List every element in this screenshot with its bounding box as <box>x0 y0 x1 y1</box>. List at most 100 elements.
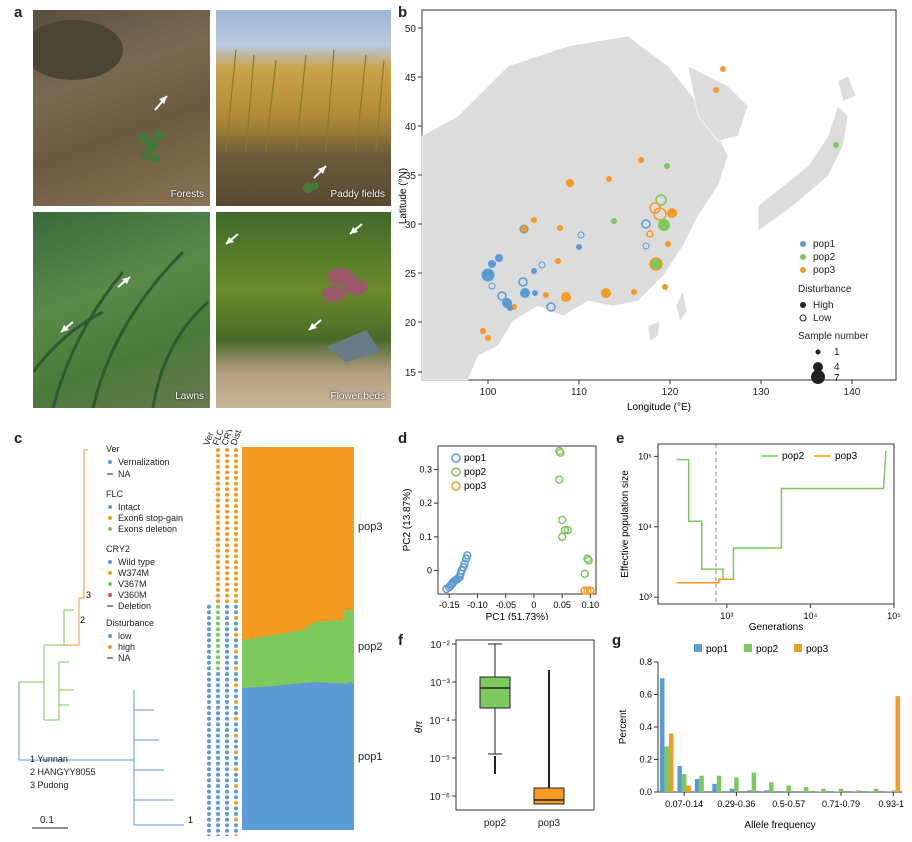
annotation-dot <box>216 683 220 688</box>
sample-point <box>480 328 486 334</box>
annotation-dot <box>216 576 220 581</box>
panel-label-g: g <box>612 632 622 649</box>
af-bar-pop1 <box>694 779 700 792</box>
photo-flower-beds: Flower beds <box>216 212 391 408</box>
annotation-dot <box>234 464 238 469</box>
annotation-dot <box>234 515 238 520</box>
annotation-dot <box>207 616 211 620</box>
annotation-dot <box>216 778 220 783</box>
annotation-dot <box>207 806 211 811</box>
annotation-dot <box>207 817 211 822</box>
annotation-dot <box>225 700 229 704</box>
sample-point <box>557 225 563 231</box>
annotation-dot <box>234 767 238 772</box>
af-ytick: 0.0 <box>639 787 652 797</box>
annotation-dot <box>207 705 211 710</box>
sample-point <box>497 291 507 301</box>
annotation-dot <box>216 470 220 475</box>
annotation-dot <box>216 554 220 559</box>
annotation-dot <box>207 716 211 721</box>
annotation-dot <box>216 660 220 665</box>
annotation-dot <box>234 688 238 693</box>
annotation-dot <box>234 700 238 704</box>
sample-point <box>532 290 538 296</box>
legend-flc-title: FLC <box>106 489 124 499</box>
annotation-dot <box>234 621 238 626</box>
annotation-dot <box>207 649 211 654</box>
map-xtick: 120 <box>662 387 679 398</box>
annotation-dot <box>225 509 229 514</box>
annotation-dot <box>234 756 238 760</box>
annotation-dot <box>216 632 220 637</box>
af-bar-pop3 <box>686 785 691 792</box>
annotation-dot <box>216 588 220 592</box>
annotation-dot <box>216 750 220 755</box>
legend-flc-2: Exons deletion <box>118 524 177 534</box>
annotation-dot <box>225 772 229 777</box>
photo-lawns: Lawns <box>33 212 210 408</box>
sample-point <box>631 289 637 295</box>
map-legend-sample-title: Sample number <box>798 331 869 342</box>
annotation-dot <box>225 778 229 783</box>
annotation-dot <box>216 532 220 536</box>
annotation-dot <box>207 688 211 693</box>
pca-point-pop1 <box>463 551 472 560</box>
legend-dist-0: low <box>118 631 132 641</box>
pca-ytick: 0.2 <box>419 498 432 508</box>
legend-ver-title: Ver <box>106 444 120 454</box>
annotation-dot <box>225 823 229 828</box>
annotation-dot <box>207 694 211 699</box>
panel-label-c: c <box>14 430 23 447</box>
sample-point <box>646 230 654 238</box>
af-ytick: 0.8 <box>639 657 652 667</box>
note-3: 3 Pudong <box>30 780 69 790</box>
map-ytick: 45 <box>405 73 417 84</box>
flower-bed-plants <box>225 223 381 362</box>
sample-point <box>485 335 491 341</box>
sample-point <box>495 254 503 262</box>
legend-marker-high <box>800 302 806 308</box>
annotation-dot <box>216 515 220 520</box>
annotation-dot <box>207 666 211 671</box>
annotation-dot <box>225 448 229 452</box>
af-xtick: 0.71-0.79 <box>822 799 860 809</box>
map-ytick: 35 <box>405 171 417 182</box>
ne-xtick: 10⁵ <box>887 611 901 621</box>
pop-label-pop2: pop2 <box>358 641 382 653</box>
af-bar-pop2 <box>751 772 757 792</box>
map-legend-pop3: pop3 <box>813 265 836 276</box>
annotation-dot <box>225 672 229 676</box>
annotation-dot <box>216 784 220 788</box>
map-ytick: 30 <box>405 220 417 231</box>
annotation-dot <box>234 722 238 727</box>
af-bar-pop1 <box>747 790 752 792</box>
annotation-dot <box>234 616 238 620</box>
annotation-dot <box>225 767 229 772</box>
pca-point-pop2 <box>557 532 567 542</box>
sample-point <box>641 219 651 229</box>
map-xtick: 140 <box>844 387 861 398</box>
af-bar-pop1 <box>764 790 770 792</box>
annotation-dot <box>225 548 229 553</box>
panel-label-e: e <box>616 430 625 447</box>
sample-point <box>507 305 513 311</box>
sample-point <box>488 282 496 290</box>
annotation-dot <box>234 823 238 828</box>
map-legend-size-7: 7 <box>811 370 840 384</box>
annotation-dot <box>225 464 229 469</box>
sample-point <box>601 288 611 298</box>
photo-paddy-fields: Paddy fields <box>216 10 391 206</box>
annotation-dot <box>225 537 229 542</box>
box-pop2 <box>479 643 511 774</box>
ne-ytick: 10⁴ <box>638 522 652 532</box>
boxplot-yticks <box>452 643 456 797</box>
annotation-dot <box>225 750 229 755</box>
annotation-dot <box>207 621 211 626</box>
sample-point <box>531 217 537 223</box>
af-bar-pop2 <box>838 788 844 792</box>
ne-legend-pop3: pop3 <box>835 451 858 462</box>
legend-cry2-4: Deletion <box>118 601 151 611</box>
af-bar-pop2 <box>803 787 809 792</box>
annotation-dot <box>234 694 238 699</box>
boxplot-xtick-pop2: pop2 <box>484 818 507 829</box>
